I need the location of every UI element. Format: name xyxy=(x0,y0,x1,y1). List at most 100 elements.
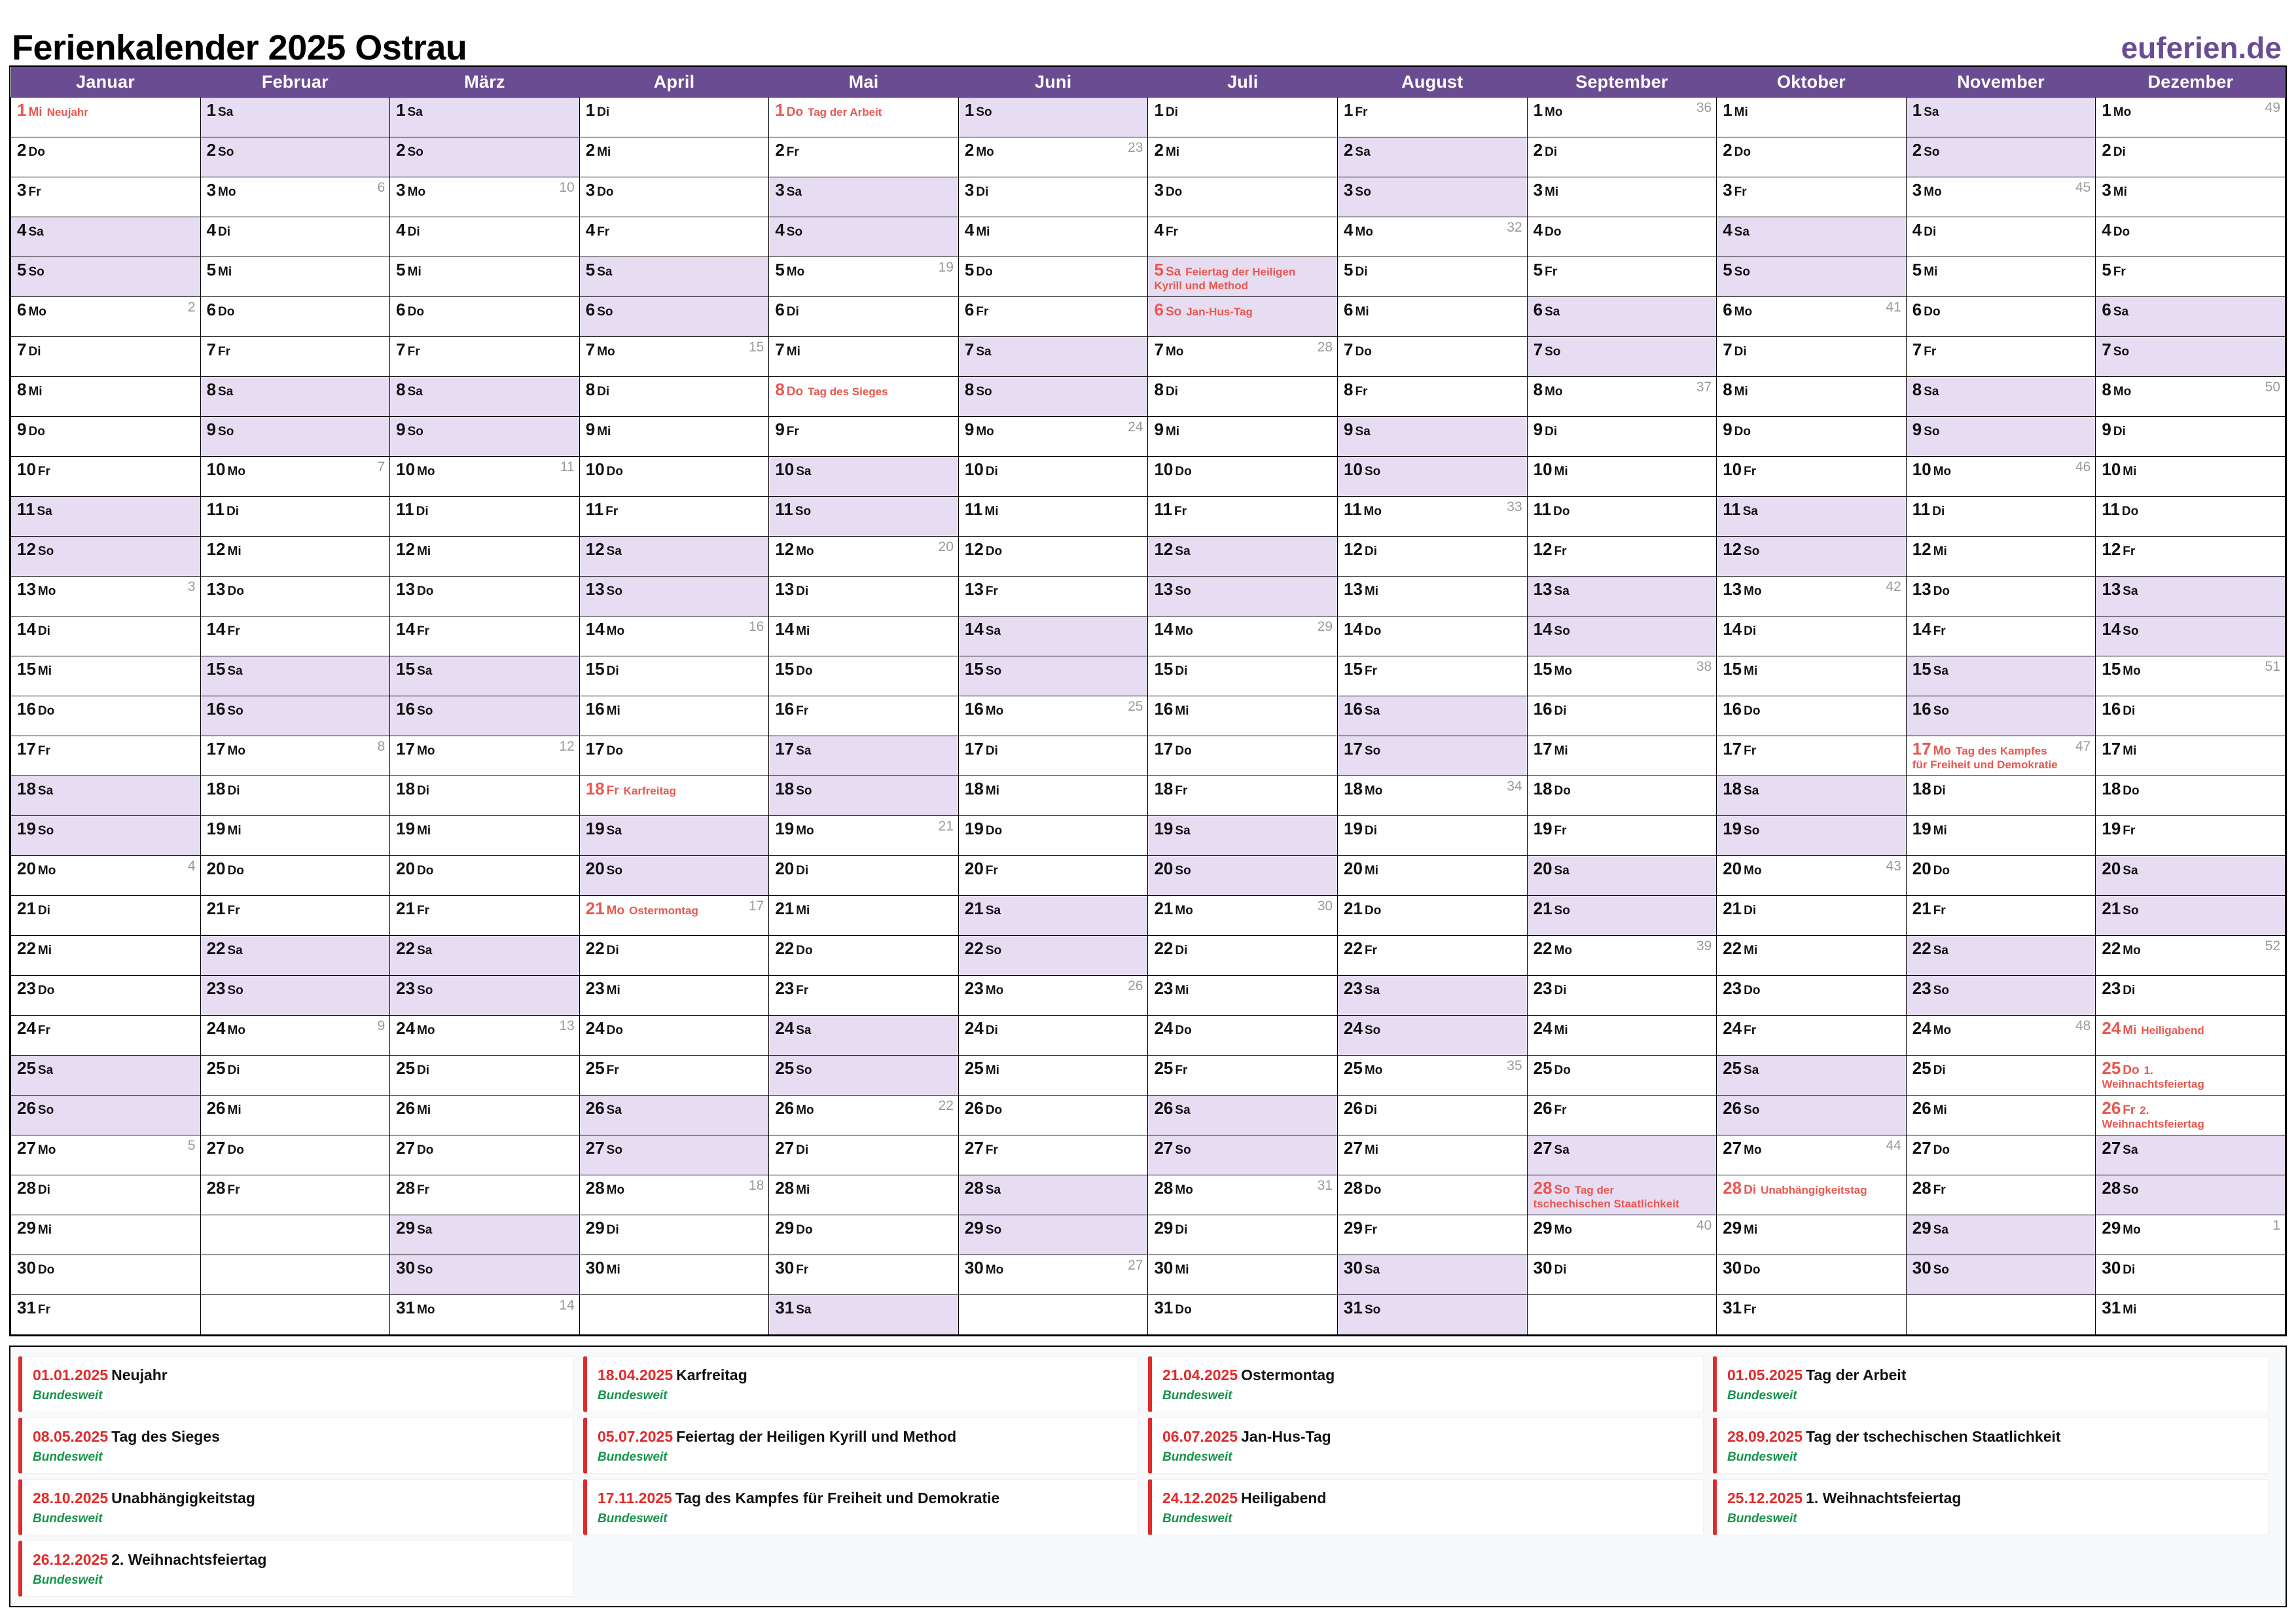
day-cell[interactable]: 8 Di xyxy=(579,376,770,417)
day-cell[interactable]: 14 Fr xyxy=(389,616,580,656)
day-cell[interactable]: 7 Mo 28 xyxy=(1147,336,1338,377)
day-cell[interactable]: 13 Mi xyxy=(1337,576,1528,616)
day-cell[interactable]: 7 So xyxy=(1526,336,1717,377)
day-cell[interactable]: 27 Do xyxy=(389,1135,580,1175)
day-cell[interactable]: 7 Sa xyxy=(958,336,1149,377)
day-cell[interactable]: 21 Fr xyxy=(1905,895,2096,936)
day-cell[interactable]: 1 Sa xyxy=(200,97,391,137)
day-cell[interactable]: 23 So xyxy=(389,975,580,1016)
day-cell[interactable]: 10 Di xyxy=(958,456,1149,497)
day-cell[interactable]: 6 Mi xyxy=(1337,296,1528,337)
day-cell[interactable]: 13 Sa xyxy=(2095,576,2286,616)
day-cell[interactable]: 8 Mi xyxy=(1716,376,1907,417)
day-cell[interactable]: 29 Fr xyxy=(1337,1215,1528,1255)
day-cell[interactable]: 19 Sa xyxy=(1147,815,1338,856)
day-cell[interactable]: 26 So xyxy=(1716,1095,1907,1135)
day-cell[interactable]: 25 Di xyxy=(1905,1055,2096,1096)
day-cell[interactable]: 17 Do xyxy=(579,736,770,776)
day-cell[interactable]: 7 Di xyxy=(10,336,201,377)
day-cell[interactable]: 24 Do xyxy=(579,1015,770,1056)
day-cell[interactable]: 23 Di xyxy=(2095,975,2286,1016)
day-cell[interactable]: 8 Mo 50 xyxy=(2095,376,2286,417)
day-cell[interactable]: 30 Mi xyxy=(1147,1255,1338,1295)
day-cell[interactable]: 20 Do xyxy=(389,855,580,896)
day-cell[interactable]: 16 Do xyxy=(1716,696,1907,736)
day-cell[interactable]: 19 Mi xyxy=(389,815,580,856)
day-cell[interactable]: 12 Sa xyxy=(1147,536,1338,577)
day-cell[interactable]: 7 Fr xyxy=(1905,336,2096,377)
day-cell[interactable]: 28 Mi xyxy=(768,1175,959,1215)
legend-item[interactable]: 18.04.2025 Karfreitag Bundesweit xyxy=(583,1356,1139,1412)
day-cell[interactable]: 7 Mi xyxy=(768,336,959,377)
day-cell[interactable]: 27 Sa xyxy=(1526,1135,1717,1175)
day-cell[interactable]: 23 Do xyxy=(1716,975,1907,1016)
day-cell[interactable]: 11 Mo 33 xyxy=(1337,496,1528,537)
day-cell[interactable]: 6 So xyxy=(579,296,770,337)
day-cell[interactable]: 29 Sa xyxy=(389,1215,580,1255)
day-cell[interactable]: 1 Di xyxy=(579,97,770,137)
day-cell[interactable]: 30 Fr xyxy=(768,1255,959,1295)
day-cell[interactable]: 5 So xyxy=(1716,257,1907,297)
day-cell[interactable]: 12 Do xyxy=(958,536,1149,577)
day-cell[interactable]: 9 So xyxy=(389,416,580,457)
day-cell[interactable]: 18 Mo 34 xyxy=(1337,776,1528,816)
day-cell[interactable]: 2 Mi xyxy=(1147,137,1338,177)
day-cell[interactable]: 8 Sa xyxy=(389,376,580,417)
day-cell[interactable]: 14 Fr xyxy=(200,616,391,656)
day-cell[interactable]: 27 Do xyxy=(1905,1135,2096,1175)
day-cell[interactable]: 2 Do xyxy=(10,137,201,177)
day-cell[interactable]: 15 Mi xyxy=(1716,656,1907,696)
day-cell[interactable]: 28 Di xyxy=(10,1175,201,1215)
day-cell[interactable]: 7 Fr xyxy=(389,336,580,377)
day-cell[interactable]: 28 Do xyxy=(1337,1175,1528,1215)
legend-item[interactable]: 25.12.2025 1. Weihnachtsfeiertag Bundeswei… xyxy=(1713,1479,2269,1535)
day-cell[interactable]: 18 Di xyxy=(200,776,391,816)
day-cell[interactable]: 21 So xyxy=(2095,895,2286,936)
day-cell[interactable]: 13 Do xyxy=(200,576,391,616)
day-cell[interactable]: 8 Do Tag des Sieges xyxy=(768,376,959,417)
day-cell[interactable]: 17 Sa xyxy=(768,736,959,776)
day-cell[interactable]: 22 Mo 52 xyxy=(2095,935,2286,976)
day-cell[interactable]: 21 Mi xyxy=(768,895,959,936)
day-cell[interactable]: 12 Sa xyxy=(579,536,770,577)
day-cell[interactable]: 15 Mo 38 xyxy=(1526,656,1717,696)
day-cell[interactable]: 14 So xyxy=(2095,616,2286,656)
day-cell[interactable]: 19 Mi xyxy=(200,815,391,856)
day-cell[interactable]: 29 Di xyxy=(1147,1215,1338,1255)
day-cell[interactable]: 10 Do xyxy=(579,456,770,497)
day-cell[interactable]: 10 So xyxy=(1337,456,1528,497)
day-cell[interactable]: 21 Di xyxy=(10,895,201,936)
day-cell[interactable]: 22 Sa xyxy=(1905,935,2096,976)
day-cell[interactable]: 23 Mi xyxy=(579,975,770,1016)
day-cell[interactable]: 12 So xyxy=(1716,536,1907,577)
day-cell[interactable]: 21 So xyxy=(1526,895,1717,936)
day-cell[interactable]: 23 Mo 26 xyxy=(958,975,1149,1016)
day-cell[interactable]: 22 Do xyxy=(768,935,959,976)
day-cell[interactable]: 30 Do xyxy=(1716,1255,1907,1295)
day-cell[interactable]: 6 Sa xyxy=(1526,296,1717,337)
day-cell[interactable]: 22 Mi xyxy=(10,935,201,976)
day-cell[interactable]: 3 Mi xyxy=(2095,177,2286,217)
day-cell[interactable]: 26 Fr xyxy=(1526,1095,1717,1135)
day-cell[interactable]: 8 Sa xyxy=(1905,376,2096,417)
day-cell[interactable]: 4 Do xyxy=(1526,217,1717,257)
day-cell[interactable]: 3 Do xyxy=(579,177,770,217)
day-cell[interactable]: 10 Mo 7 xyxy=(200,456,391,497)
day-cell[interactable]: 22 Sa xyxy=(200,935,391,976)
day-cell[interactable]: 29 Mo 40 xyxy=(1526,1215,1717,1255)
day-cell[interactable]: 17 Mi xyxy=(2095,736,2286,776)
day-cell[interactable]: 12 Di xyxy=(1337,536,1528,577)
day-cell[interactable]: 23 Di xyxy=(1526,975,1717,1016)
day-cell[interactable]: 14 Mi xyxy=(768,616,959,656)
day-cell[interactable]: 12 Mi xyxy=(389,536,580,577)
day-cell[interactable]: 9 Mo 24 xyxy=(958,416,1149,457)
day-cell[interactable]: 25 Mo 35 xyxy=(1337,1055,1528,1096)
day-cell[interactable]: 17 So xyxy=(1337,736,1528,776)
day-cell[interactable]: 20 Mo 43 xyxy=(1716,855,1907,896)
day-cell[interactable]: 16 Sa xyxy=(1337,696,1528,736)
day-cell[interactable]: 10 Fr xyxy=(10,456,201,497)
day-cell[interactable]: 28 Mo 18 xyxy=(579,1175,770,1215)
day-cell[interactable]: 25 Do xyxy=(1526,1055,1717,1096)
day-cell[interactable]: 7 Do xyxy=(1337,336,1528,377)
day-cell[interactable]: 23 So xyxy=(200,975,391,1016)
